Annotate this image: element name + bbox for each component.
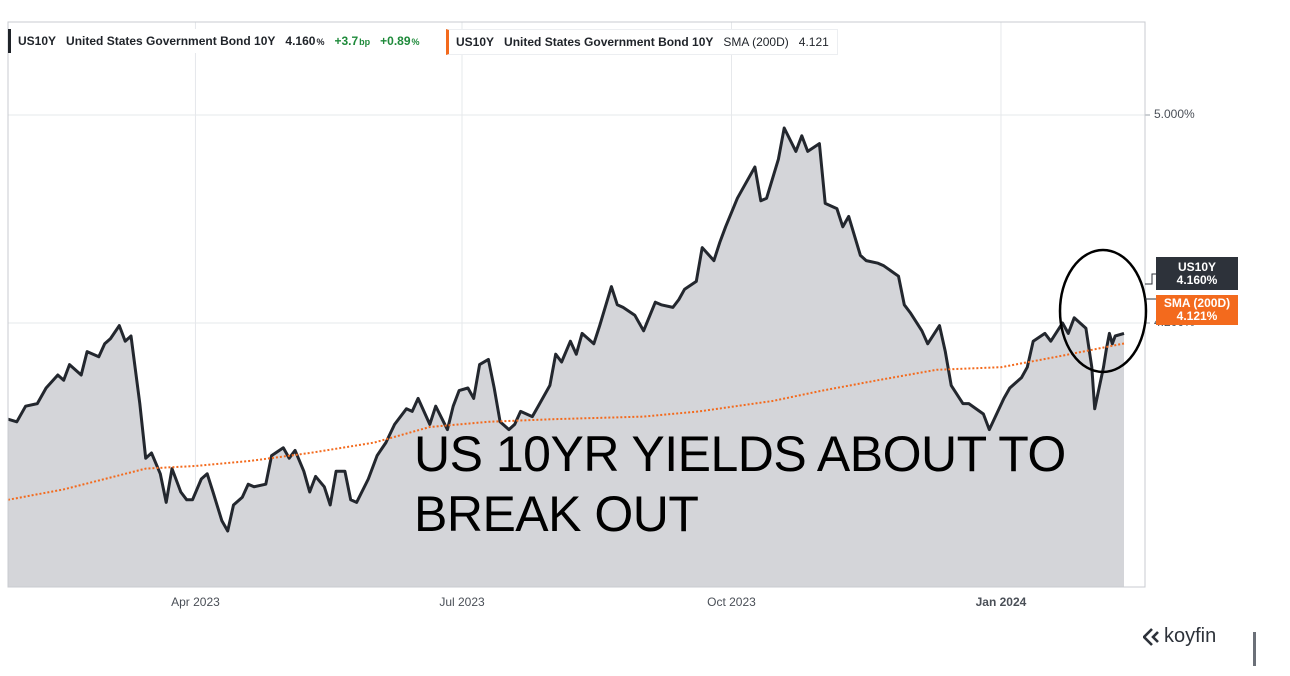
- breakout-circle: [1058, 248, 1148, 374]
- text-cursor: [1253, 632, 1256, 666]
- tag-connector: [1145, 273, 1156, 300]
- annotation-line-1: US 10YR YIELDS ABOUT TO: [414, 426, 1066, 482]
- us10y-price-tag: US10Y 4.160%: [1156, 257, 1238, 290]
- brand-logo: koyfin: [1143, 625, 1216, 648]
- x-tick-label: Jan 2024: [975, 595, 1027, 609]
- tag-sma-label: SMA (200D): [1163, 296, 1231, 310]
- tag-ticker: US10Y: [1177, 260, 1217, 274]
- annotation-line-2: BREAK OUT: [414, 486, 699, 542]
- chart-annotation: US 10YR YIELDS ABOUT TO BREAK OUT: [414, 424, 1066, 544]
- brand-name: koyfin: [1164, 625, 1217, 647]
- x-tick-label: Jul 2023: [439, 595, 485, 609]
- legend-sma-value: 4.121: [798, 35, 829, 49]
- sma-200d-line: [7, 342, 1125, 501]
- legend-sma-indicator: SMA (200D): [723, 35, 789, 49]
- legend-sma-name: United States Government Bond 10Y: [504, 35, 714, 49]
- koyfin-icon: [1143, 627, 1159, 646]
- legend-us10y: US10Y United States Government Bond 10Y …: [8, 29, 428, 53]
- legend-ticker: US10Y: [18, 34, 57, 48]
- legend-value: 4.160%: [285, 34, 325, 48]
- tag-sma-value: 4.121%: [1176, 309, 1218, 323]
- us10y-area: [8, 128, 1124, 587]
- legend-change-bp: +3.7bp: [334, 34, 371, 48]
- legend-sma-ticker: US10Y: [456, 35, 495, 49]
- y-tick-label: 5.000%: [1154, 107, 1195, 121]
- tag-value: 4.160%: [1176, 273, 1218, 287]
- sma-price-tag: SMA (200D) 4.121%: [1156, 295, 1238, 325]
- us10y-line: [7, 126, 1125, 533]
- legend-sma: US10Y United States Government Bond 10Y …: [446, 29, 838, 55]
- x-tick-label: Apr 2023: [171, 595, 220, 609]
- legend-name: United States Government Bond 10Y: [66, 34, 276, 48]
- x-tick-label: Oct 2023: [707, 595, 756, 609]
- legend-change-pct: +0.89%: [380, 34, 420, 48]
